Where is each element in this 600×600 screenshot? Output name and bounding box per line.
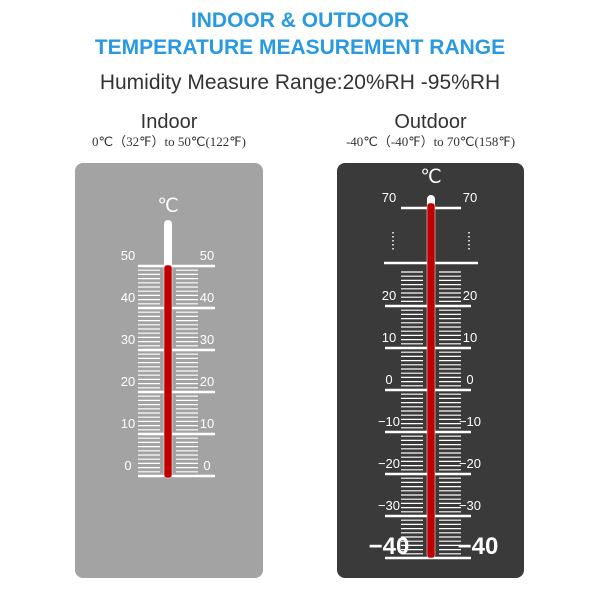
column xyxy=(163,264,173,479)
scale-label: 30 xyxy=(121,332,135,347)
scale-label: 0 xyxy=(466,372,473,387)
scale-label: −30 xyxy=(459,498,481,513)
scale-label: −20 xyxy=(459,456,481,471)
scale-label: 20 xyxy=(382,288,396,303)
scale-label: 30 xyxy=(200,332,214,347)
scale-label: 40 xyxy=(121,290,135,305)
scale-label: 20 xyxy=(463,288,477,303)
scale-label: −10 xyxy=(378,414,400,429)
panel-range: 0℃（32℉）to 50℃(122℉) xyxy=(92,134,246,149)
title: INDOOR & OUTDOOR xyxy=(191,9,409,32)
scale-label: 10 xyxy=(382,330,396,345)
scale-label: −40 xyxy=(458,533,499,560)
column xyxy=(426,202,436,559)
scale-label: −20 xyxy=(378,456,400,471)
scale-label: 20 xyxy=(200,374,214,389)
scale-label: 10 xyxy=(121,416,135,431)
scale-label: 50 xyxy=(200,248,214,263)
scale-label: 10 xyxy=(463,330,477,345)
scale-label: 20 xyxy=(121,374,135,389)
scale-label: 70 xyxy=(463,190,477,205)
subtitle: Humidity Measure Range:20%RH -95%RH xyxy=(100,71,500,94)
unit: ℃ xyxy=(420,167,441,188)
panel-range: -40℃（-40℉）to 70℃(158℉) xyxy=(346,134,515,149)
scale-label: −30 xyxy=(378,498,400,513)
tube xyxy=(164,220,172,270)
scale-label: 0 xyxy=(203,458,210,473)
title: TEMPERATURE MEASUREMENT RANGE xyxy=(95,36,505,59)
panel-label: Indoor xyxy=(141,111,198,133)
scale-label: 10 xyxy=(200,416,214,431)
scale-label: −10 xyxy=(459,414,481,429)
scale-label: 70 xyxy=(382,190,396,205)
scale-label: 0 xyxy=(385,372,392,387)
scale-label: 40 xyxy=(200,290,214,305)
panel-label: Outdoor xyxy=(394,111,467,133)
scale-label: −40 xyxy=(369,533,410,560)
unit: ℃ xyxy=(157,196,178,217)
scale-label: 50 xyxy=(121,248,135,263)
scale-label: 0 xyxy=(124,458,131,473)
